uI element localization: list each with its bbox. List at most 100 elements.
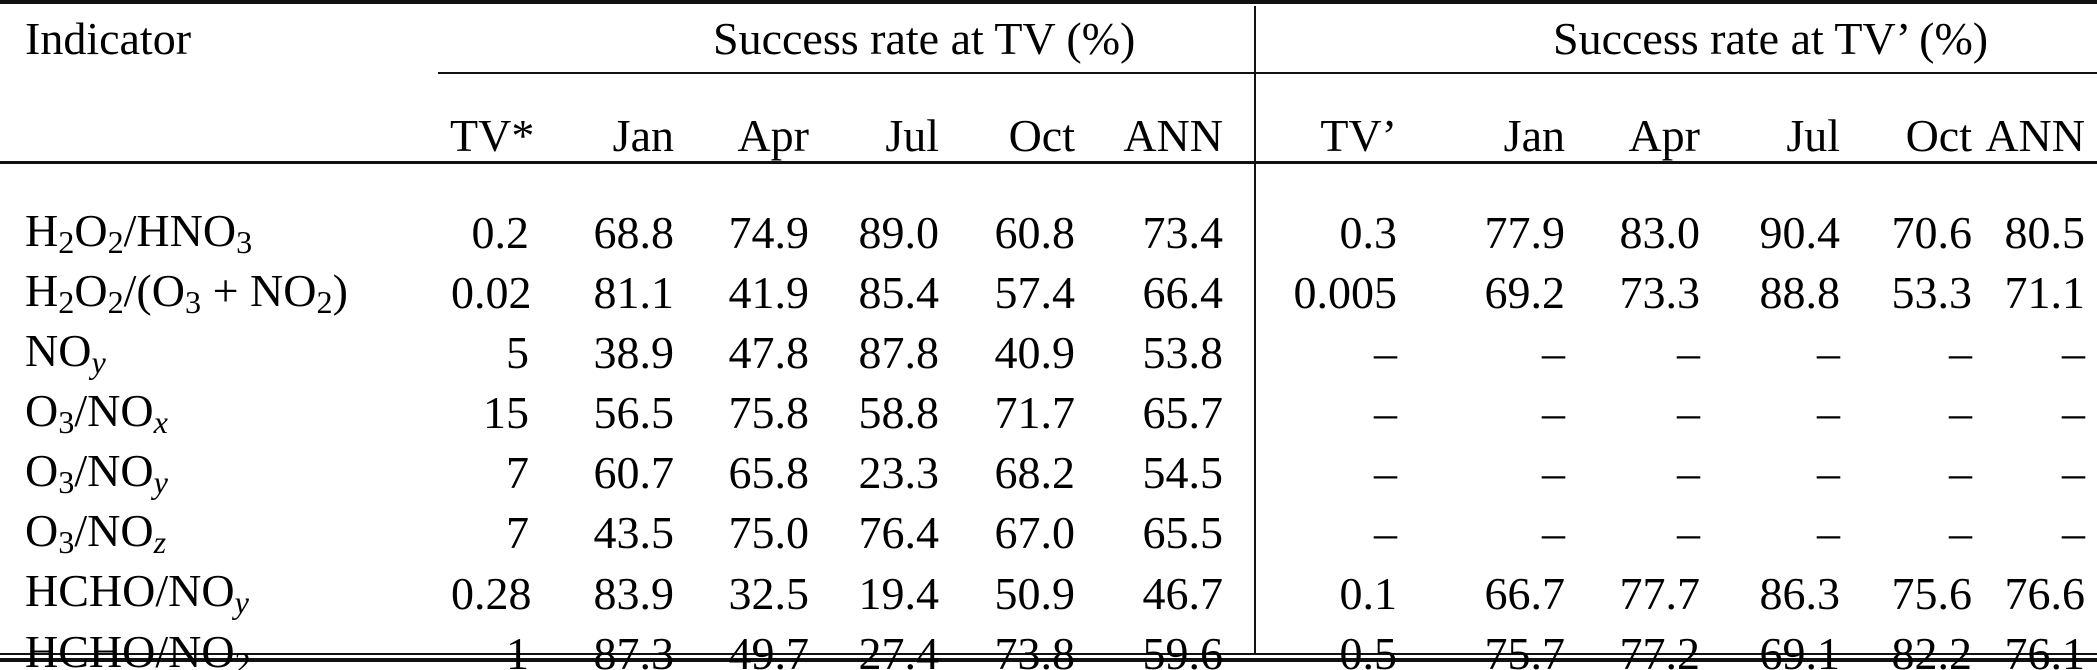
value-cell: – (2062, 327, 2085, 379)
col-header: Apr (737, 110, 809, 161)
indicator-label: H2O2/HNO3 (25, 205, 253, 261)
value-cell: 83.9 (593, 567, 675, 619)
col-header: Oct (1905, 110, 1972, 161)
value-cell: 68.2 (994, 447, 1076, 499)
group-header-tv: Success rate at TV (%) (713, 13, 1136, 64)
value-cell: – (1677, 327, 1700, 379)
table-row: HCHO/NO2 1 87.3 49.7 27.4 73.8 59.6 0.5 … (0, 623, 2095, 670)
bottom-rule-thin (0, 653, 2097, 655)
value-cell: 40.9 (994, 327, 1076, 379)
col-header: Oct (1008, 110, 1075, 161)
col-header: Jul (885, 110, 939, 161)
value-cell: 0.5 (1339, 627, 1398, 670)
value-cell: 87.3 (593, 627, 675, 670)
value-cell: 0.2 (471, 207, 530, 259)
value-cell: 74.9 (728, 207, 810, 259)
value-cell: 85.4 (858, 267, 940, 319)
value-cell: – (1949, 387, 1972, 439)
value-cell: 82.2 (1891, 627, 1973, 670)
indicator-label: HCHO/NO2 (25, 625, 251, 670)
value-cell: 32.5 (728, 567, 810, 619)
value-cell: 47.8 (728, 327, 810, 379)
indicator-header-cell (0, 76, 450, 192)
value-cell: 60.7 (593, 447, 675, 499)
value-cell: 53.8 (1142, 327, 1224, 379)
value-cell: 7 (506, 447, 529, 499)
value-cell: 76.4 (858, 507, 940, 559)
value-cell: 81.1 (593, 267, 675, 319)
table-row: O3/NOx 15 56.5 75.8 58.8 71.7 65.7 – – –… (0, 382, 2095, 442)
col-header: Apr (1628, 110, 1700, 161)
vertical-divider (1254, 6, 1256, 653)
value-cell: 67.0 (994, 507, 1076, 559)
value-cell: 43.5 (593, 507, 675, 559)
value-cell: 73.4 (1142, 207, 1224, 259)
value-cell: 86.3 (1759, 567, 1841, 619)
value-cell: 70.6 (1891, 207, 1973, 259)
col-header-tv-prime-threshold: TV’ (1320, 110, 1397, 161)
value-cell: – (1677, 387, 1700, 439)
value-cell: 58.8 (858, 387, 940, 439)
value-cell: 75.6 (1891, 567, 1973, 619)
table-row: HCHO/NOy 0.28 83.9 32.5 19.4 50.9 46.7 0… (0, 562, 2095, 622)
value-cell: 59.6 (1142, 627, 1224, 670)
value-cell: 80.5 (2004, 207, 2086, 259)
value-cell: 76.1 (2004, 627, 2086, 670)
col-header: Jul (1786, 110, 1840, 161)
value-cell: 77.9 (1484, 207, 1566, 259)
value-cell: – (2062, 507, 2085, 559)
value-cell: 41.9 (728, 267, 810, 319)
value-cell: 73.3 (1619, 267, 1701, 319)
value-cell: – (1949, 447, 1972, 499)
value-cell: 7 (506, 507, 529, 559)
value-cell: 0.3 (1339, 207, 1398, 259)
value-cell: – (1817, 507, 1840, 559)
indicator-label: O3/NOz (25, 505, 167, 561)
col-header: Jan (612, 110, 674, 161)
value-cell: 75.8 (728, 387, 810, 439)
value-cell: 0.1 (1339, 567, 1398, 619)
indicator-label: O3/NOy (25, 445, 168, 501)
value-cell: 54.5 (1142, 447, 1224, 499)
value-cell: 56.5 (593, 387, 675, 439)
value-cell: – (1542, 447, 1565, 499)
indicator-label: H2O2/(O3 + NO2) (25, 265, 348, 321)
value-cell: 73.8 (994, 627, 1076, 670)
indicator-label: NOy (25, 325, 106, 381)
value-cell: 69.1 (1759, 627, 1841, 670)
value-cell: 5 (506, 327, 529, 379)
value-cell: 89.0 (858, 207, 940, 259)
col-header: Jan (1503, 110, 1565, 161)
value-cell: – (1374, 327, 1397, 379)
value-cell: 23.3 (858, 447, 940, 499)
value-cell: – (1677, 447, 1700, 499)
table-row: NOy 5 38.9 47.8 87.8 40.9 53.8 – – – – –… (0, 322, 2095, 382)
value-cell: 69.2 (1484, 267, 1566, 319)
value-cell: 57.4 (994, 267, 1076, 319)
group-header-tv-prime: Success rate at TV’ (%) (1553, 13, 1989, 64)
value-cell: – (1817, 387, 1840, 439)
value-cell: 19.4 (858, 567, 940, 619)
value-cell: 65.7 (1142, 387, 1224, 439)
indicator-label: O3/NOx (25, 385, 168, 441)
value-cell: – (1542, 507, 1565, 559)
value-cell: 76.6 (2004, 567, 2086, 619)
value-cell: 53.3 (1891, 267, 1973, 319)
value-cell: – (1542, 387, 1565, 439)
value-cell: 0.02 (451, 267, 532, 319)
value-cell: – (1374, 507, 1397, 559)
table-row: H2O2/(O3 + NO2) 0.02 81.1 41.9 85.4 57.4… (0, 262, 2095, 322)
value-cell: 77.2 (1619, 627, 1701, 670)
value-cell: 49.7 (728, 627, 810, 670)
value-cell: – (1817, 327, 1840, 379)
top-rule (0, 0, 2097, 4)
value-cell: 88.8 (1759, 267, 1841, 319)
value-cell: – (1949, 327, 1972, 379)
col-header: ANN (1985, 110, 2085, 161)
value-cell: 65.5 (1142, 507, 1224, 559)
col-header: ANN (1123, 110, 1223, 161)
value-cell: 0.28 (451, 567, 532, 619)
value-cell: 83.0 (1619, 207, 1701, 259)
table-row: O3/NOz 7 43.5 75.0 76.4 67.0 65.5 – – – … (0, 502, 2095, 562)
column-group-rule (438, 72, 2097, 74)
